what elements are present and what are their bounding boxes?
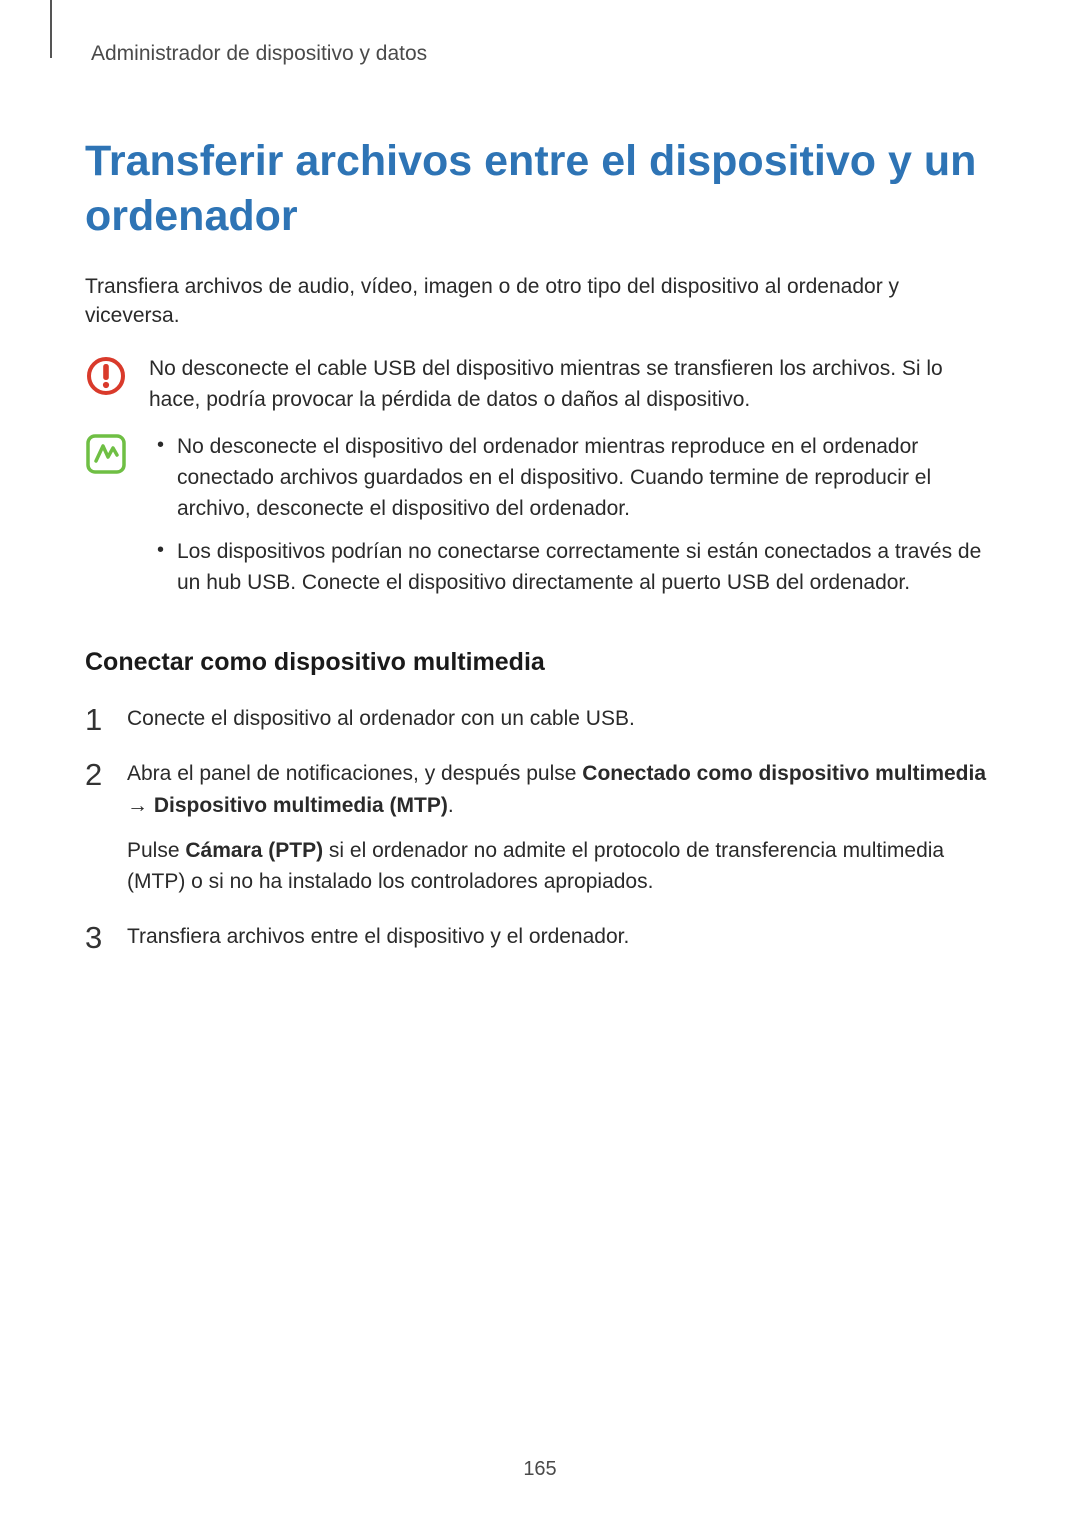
note-bullet: No desconecte el dispositivo del ordenad… <box>149 431 995 524</box>
note-icon <box>85 431 149 475</box>
step-text: . <box>448 794 454 817</box>
step-body: Abra el panel de notificaciones, y despu… <box>127 758 995 820</box>
step-text: Abra el panel de notificaciones, y despu… <box>127 762 582 785</box>
step-body: Transfiera archivos entre el dispositivo… <box>127 921 995 952</box>
running-header: Administrador de dispositivo y datos <box>91 42 995 66</box>
page: Administrador de dispositivo y datos Tra… <box>0 0 1080 1527</box>
note-text: No desconecte el dispositivo del ordenad… <box>149 431 995 610</box>
subheading: Conectar como dispositivo multimedia <box>85 648 995 677</box>
binding-mark <box>50 0 52 58</box>
step-bold: Conectado como dispositivo multimedia <box>582 762 986 785</box>
step-item: 1 Conecte el dispositivo al ordenador co… <box>85 703 995 734</box>
arrow-icon: → <box>127 794 154 817</box>
step-text: Pulse <box>127 839 185 862</box>
step-bold: Dispositivo multimedia (MTP) <box>154 794 448 817</box>
warning-callout: No desconecte el cable USB del dispositi… <box>85 353 995 415</box>
note-callout: No desconecte el dispositivo del ordenad… <box>85 431 995 610</box>
step-body: Pulse Cámara (PTP) si el ordenador no ad… <box>127 835 995 897</box>
step-body: Conecte el dispositivo al ordenador con … <box>127 703 995 734</box>
note-bullet: Los dispositivos podrían no conectarse c… <box>149 536 995 598</box>
warning-text: No desconecte el cable USB del dispositi… <box>149 353 995 415</box>
step-number: 2 <box>85 752 102 798</box>
step-number: 1 <box>85 697 102 743</box>
intro-paragraph: Transfiera archivos de audio, vídeo, ima… <box>85 272 995 331</box>
page-number: 165 <box>0 1458 1080 1481</box>
step-bold: Cámara (PTP) <box>185 839 323 862</box>
step-number: 3 <box>85 915 102 961</box>
page-title: Transferir archivos entre el dispositivo… <box>85 134 995 244</box>
step-list: 1 Conecte el dispositivo al ordenador co… <box>85 703 995 951</box>
warning-icon <box>85 353 149 397</box>
step-item: 2 Abra el panel de notificaciones, y des… <box>85 758 995 896</box>
step-item: 3 Transfiera archivos entre el dispositi… <box>85 921 995 952</box>
